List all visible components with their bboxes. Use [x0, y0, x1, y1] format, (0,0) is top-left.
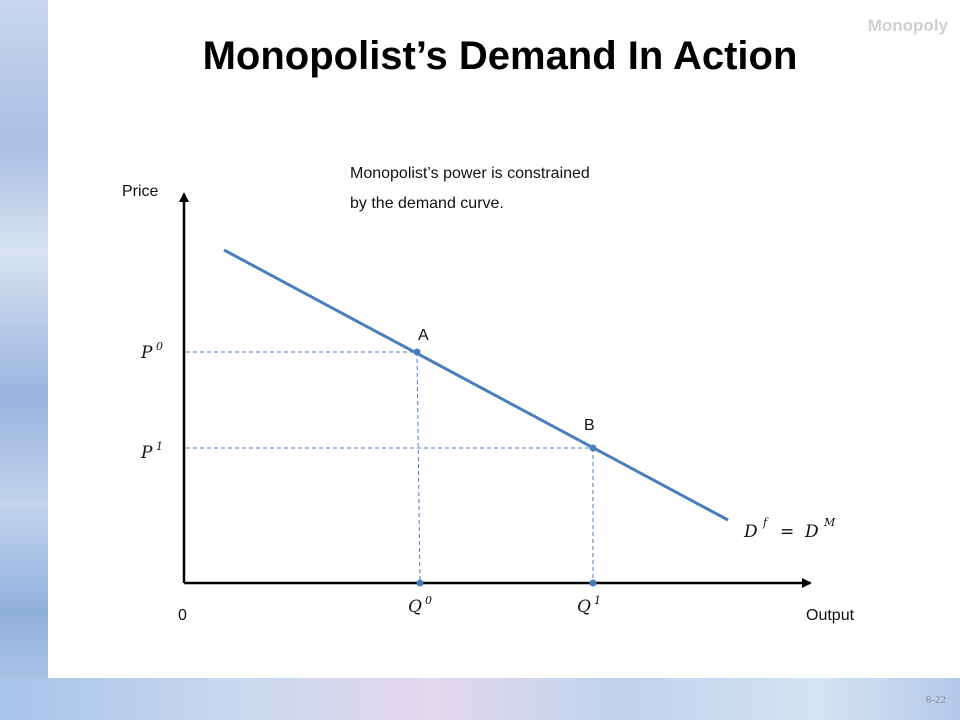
q0-label: Q: [408, 597, 422, 617]
q0-superscript: 0: [425, 594, 432, 607]
p0-superscript: 0: [156, 340, 163, 353]
annotation-line-2: by the demand curve.: [350, 195, 504, 212]
curve-superscript-f: f: [762, 516, 769, 529]
demand-curve: [223, 248, 729, 522]
point-a-label: A: [418, 327, 429, 344]
q1-superscript: 1: [594, 594, 601, 607]
q0-guide-line: [416, 351, 421, 584]
y-axis-label: Price: [122, 183, 159, 200]
curve-equals: =: [780, 522, 794, 542]
p1-superscript: 1: [156, 440, 163, 453]
slide-title: Monopolist’s Demand In Action: [202, 34, 798, 78]
q0-marker: [416, 579, 424, 587]
left-decorative-strip: [0, 0, 48, 720]
q1-label: Q: [577, 597, 591, 617]
point-b-marker: [589, 444, 597, 452]
p1-label: P: [140, 443, 153, 463]
curve-label-df: D: [743, 522, 758, 542]
curve-label-dm: D: [804, 522, 819, 542]
p0-label: P: [140, 343, 153, 363]
point-b-label: B: [584, 417, 595, 434]
page-number: 8-22: [925, 694, 946, 706]
section-label: Monopoly: [867, 16, 948, 35]
point-a-marker: [413, 348, 421, 356]
origin-label: 0: [178, 607, 187, 624]
bottom-decorative-strip: [0, 678, 960, 720]
q1-marker: [589, 579, 597, 587]
x-axis-label: Output: [806, 607, 855, 624]
annotation-line-1: Monopolist’s power is constrained: [350, 165, 590, 182]
curve-superscript-m: M: [823, 516, 836, 529]
